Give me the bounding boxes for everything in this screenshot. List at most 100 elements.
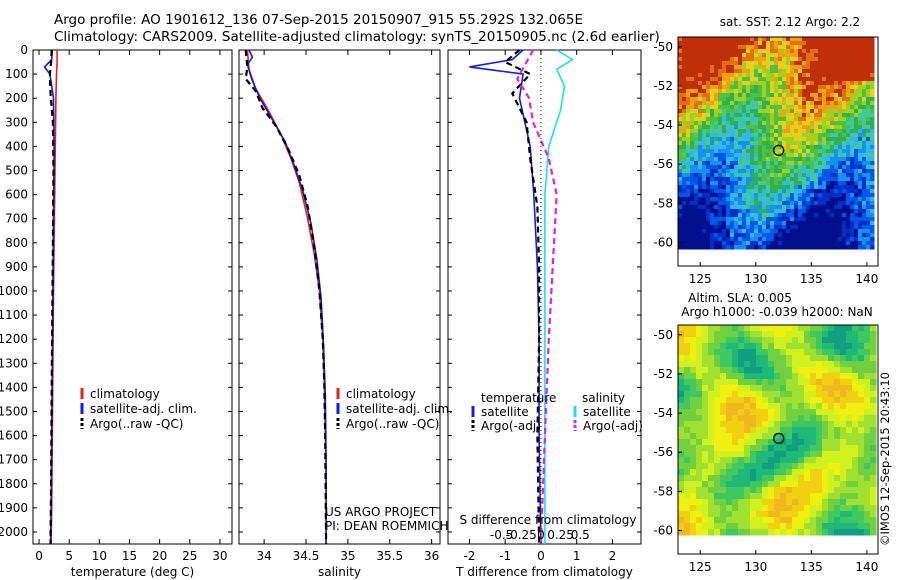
heatmap-cell — [818, 205, 823, 210]
heatmap-cell — [826, 149, 831, 154]
heatmap-cell — [798, 105, 803, 110]
heatmap-cell — [690, 225, 695, 230]
heatmap-cell — [818, 165, 823, 170]
heatmap-cell — [730, 213, 735, 218]
heatmap-cell — [682, 149, 687, 154]
heatmap-cell — [726, 505, 733, 512]
heatmap-cell — [862, 217, 867, 222]
heatmap-cell — [854, 41, 859, 46]
heatmap-cell — [794, 37, 799, 42]
heatmap-cell — [726, 49, 731, 54]
heatmap-cell — [846, 173, 851, 178]
heatmap-cell — [826, 137, 831, 142]
heatmap-cell — [798, 379, 805, 386]
heatmap-cell — [730, 137, 735, 142]
heatmap-cell — [710, 129, 715, 134]
heatmap-cell — [814, 189, 819, 194]
heatmap-cell — [830, 209, 835, 214]
heatmap-cell — [722, 117, 727, 122]
heatmap-cell — [814, 177, 819, 182]
heatmap-cell — [702, 89, 707, 94]
heatmap-cell — [858, 469, 865, 476]
heatmap-cell — [694, 241, 699, 246]
heatmap-cell — [828, 433, 835, 440]
heatmap-cell — [846, 101, 851, 106]
heatmap-cell — [750, 185, 755, 190]
heatmap-cell — [822, 237, 827, 242]
heatmap-cell — [786, 409, 793, 416]
heatmap-cell — [790, 101, 795, 106]
heatmap-cell — [690, 403, 697, 410]
heatmap-cell — [840, 373, 847, 380]
heatmap-cell — [750, 517, 757, 524]
heatmap-cell — [778, 173, 783, 178]
heatmap-cell — [814, 193, 819, 198]
heatmap-cell — [686, 165, 691, 170]
heatmap-cell — [750, 89, 755, 94]
heatmap-cell — [706, 141, 711, 146]
heatmap-cell — [742, 153, 747, 158]
heatmap-cell — [762, 85, 767, 90]
heatmap-cell — [742, 113, 747, 118]
heatmap-cell — [702, 373, 709, 380]
heatmap-cell — [738, 505, 745, 512]
heatmap-cell — [720, 529, 727, 536]
heatmap-cell — [842, 169, 847, 174]
heatmap-cell — [734, 133, 739, 138]
heatmap-cell — [766, 225, 771, 230]
heatmap-cell — [744, 481, 751, 488]
heatmap-cell — [854, 229, 859, 234]
heatmap-cell — [798, 193, 803, 198]
heatmap-cell — [774, 451, 781, 458]
heatmap-cell — [822, 133, 827, 138]
heatmap-cell — [850, 117, 855, 122]
heatmap-cell — [830, 205, 835, 210]
heatmap-cell — [862, 205, 867, 210]
heatmap-cell — [726, 229, 731, 234]
heatmap-cell — [786, 427, 793, 434]
heatmap-cell — [782, 53, 787, 58]
heatmap-cell — [804, 505, 811, 512]
heatmap-cell — [702, 97, 707, 102]
x-tick-label: 36 — [424, 549, 439, 563]
heatmap-cell — [754, 73, 759, 78]
heatmap-cell — [750, 463, 757, 470]
heatmap-cell — [822, 433, 829, 440]
heatmap-cell — [822, 487, 829, 494]
heatmap-cell — [834, 367, 841, 374]
heatmap-cell — [786, 457, 793, 464]
heatmap-cell — [706, 85, 711, 90]
heatmap-cell — [828, 397, 835, 404]
heatmap-cell — [790, 37, 795, 42]
heatmap-cell — [870, 85, 875, 90]
heatmap-cell — [822, 65, 827, 70]
heatmap-cell — [766, 217, 771, 222]
heatmap-cell — [694, 181, 699, 186]
heatmap-cell — [804, 487, 811, 494]
heatmap-cell — [686, 113, 691, 118]
heatmap-cell — [686, 137, 691, 142]
heatmap-cell — [786, 463, 793, 470]
heatmap-cell — [738, 439, 745, 446]
heatmap-cell — [822, 505, 829, 512]
heatmap-cell — [790, 185, 795, 190]
heatmap-cell — [756, 457, 763, 464]
heatmap-cell — [838, 73, 843, 78]
heatmap-cell — [718, 149, 723, 154]
heatmap-cell — [786, 361, 793, 368]
heatmap-cell — [682, 109, 687, 114]
heatmap-cell — [822, 101, 827, 106]
heatmap-cell — [678, 445, 685, 452]
heatmap-cell — [698, 73, 703, 78]
heatmap-cell — [730, 161, 735, 166]
heatmap-cell — [702, 451, 709, 458]
heatmap-cell — [792, 355, 799, 362]
heatmap-cell — [702, 331, 709, 338]
heatmap-cell — [778, 133, 783, 138]
heatmap-cell — [798, 487, 805, 494]
heatmap-cell — [782, 57, 787, 62]
heatmap-cell — [842, 37, 847, 42]
heatmap-cell — [768, 367, 775, 374]
heatmap-cell — [770, 37, 775, 42]
heatmap-cell — [818, 133, 823, 138]
